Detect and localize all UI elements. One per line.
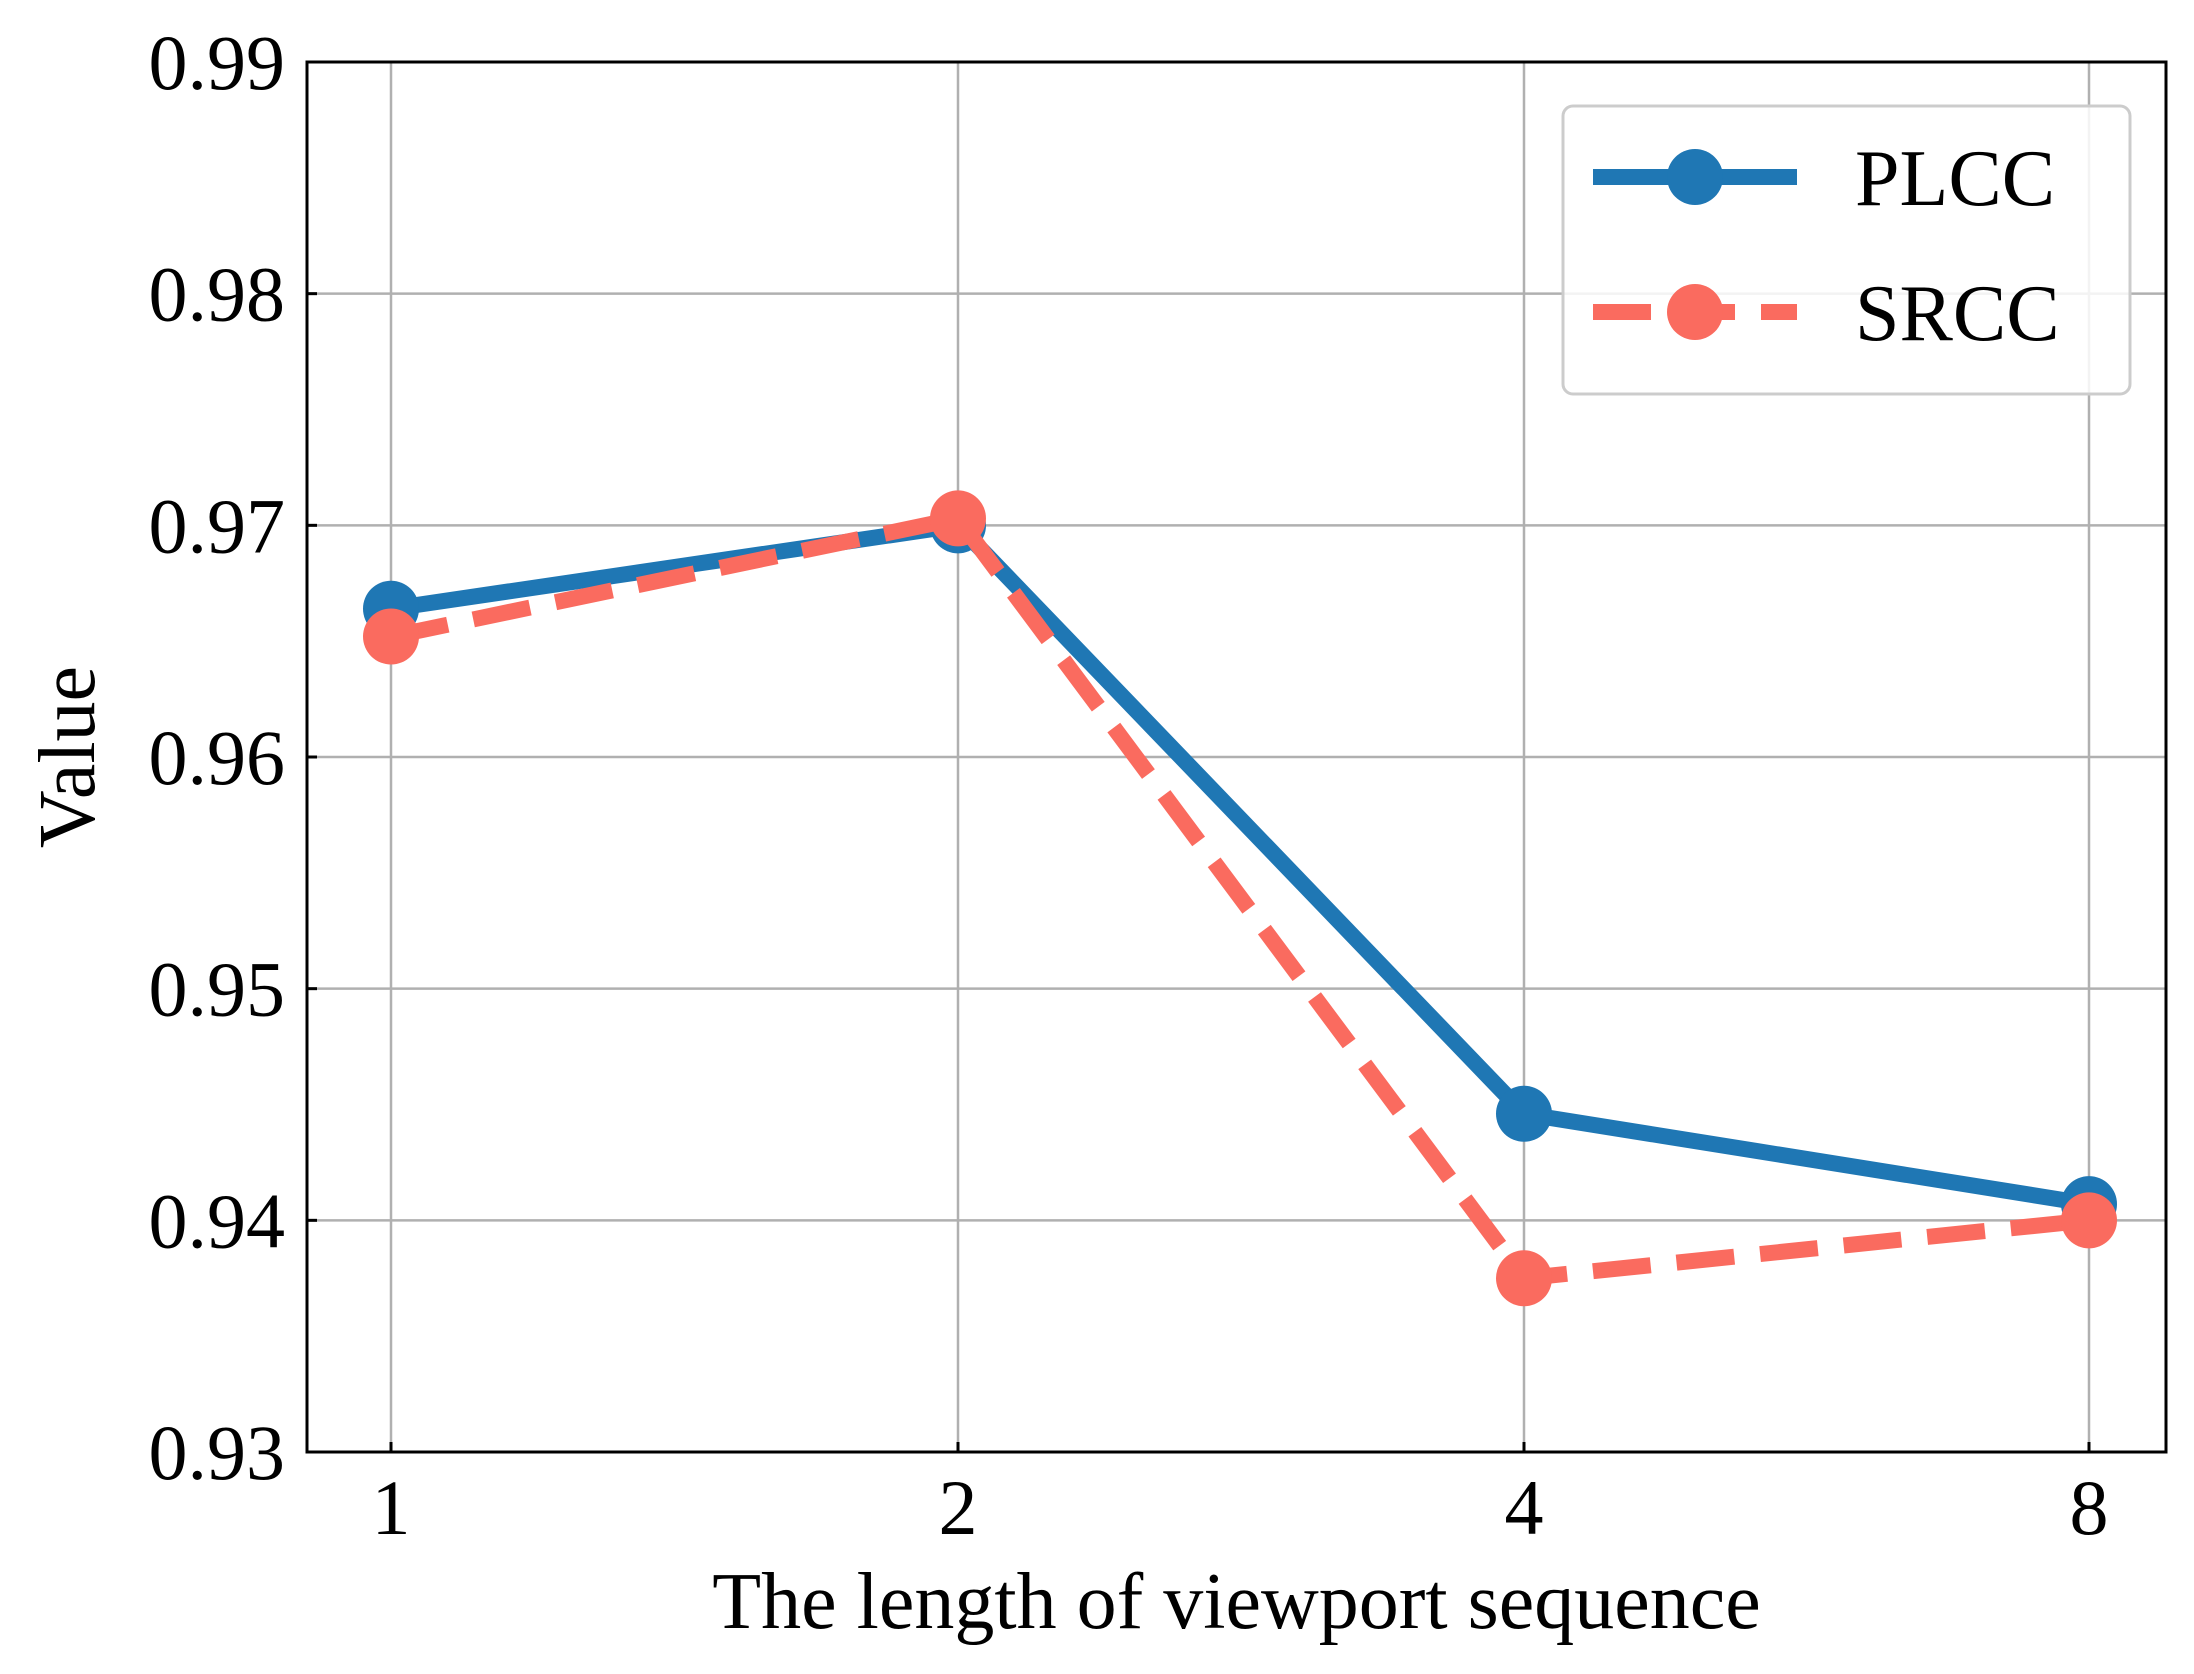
data-point-srcc: [2061, 1192, 2117, 1249]
series-group: [363, 490, 2117, 1307]
data-point-srcc: [363, 608, 419, 665]
data-point-srcc: [1496, 1250, 1552, 1307]
series-line-plcc: [389, 517, 2091, 1213]
y-tick-label: 0.95: [149, 946, 286, 1033]
y-tick-label: 0.99: [149, 19, 286, 106]
legend-marker-srcc: [1667, 284, 1723, 340]
axis-ticks: 1 2 4 8 0.93 0.94 0.95 0.96 0.97 0.98 0.99: [149, 19, 2109, 1551]
y-tick-label: 0.96: [149, 714, 286, 801]
series-line-srcc: [389, 510, 2090, 1287]
x-tick-label: 8: [2070, 1464, 2109, 1551]
y-tick-label: 0.98: [149, 251, 286, 338]
y-tick-label: 0.97: [149, 482, 286, 569]
legend-marker-plcc: [1667, 149, 1723, 205]
y-axis-title: Value: [24, 666, 112, 848]
legend-label-plcc: PLCC: [1855, 135, 2055, 223]
x-axis-title: The length of viewport sequence: [712, 1558, 1761, 1646]
x-tick-label: 2: [939, 1464, 978, 1551]
data-point-plcc: [1496, 1085, 1552, 1142]
x-tick-label: 4: [1505, 1464, 1544, 1551]
data-point-srcc: [930, 490, 986, 547]
y-tick-label: 0.94: [149, 1177, 286, 1264]
y-tick-label: 0.93: [149, 1409, 286, 1496]
legend-label-srcc: SRCC: [1855, 270, 2060, 358]
legend: PLCC SRCC: [1561, 104, 2132, 396]
x-tick-label: 1: [372, 1464, 411, 1551]
